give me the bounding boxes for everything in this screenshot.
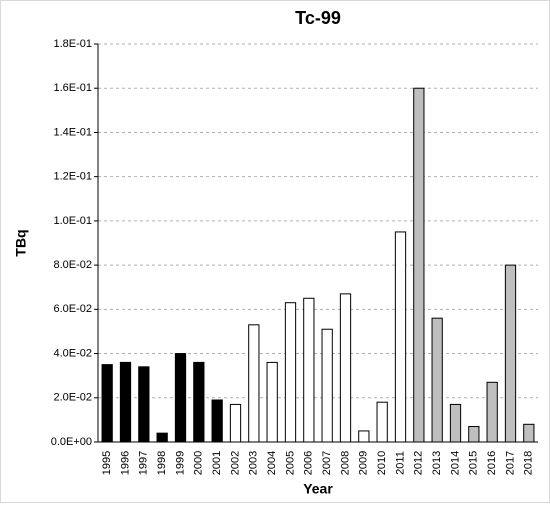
bar bbox=[358, 430, 370, 443]
y-tick-label: 1.2E-01 bbox=[53, 171, 92, 183]
x-tick-label: 2018 bbox=[523, 451, 535, 475]
bar bbox=[101, 364, 113, 443]
x-tick-label: 2017 bbox=[504, 451, 516, 475]
y-tick-label: 4.0E-02 bbox=[53, 347, 92, 359]
y-tick-label: 0.0E+00 bbox=[51, 436, 92, 448]
bar bbox=[449, 403, 462, 443]
x-tick-label: 2006 bbox=[303, 451, 315, 475]
x-tick-label: 2000 bbox=[193, 451, 205, 475]
bar bbox=[211, 399, 223, 443]
bar bbox=[394, 231, 407, 443]
chart-title: Tc-99 bbox=[295, 8, 341, 28]
y-tick-label: 1.8E-01 bbox=[53, 38, 92, 50]
y-tick-label: 6.0E-02 bbox=[53, 303, 92, 315]
x-tick-label: 2014 bbox=[449, 451, 461, 475]
x-tick-label: 2015 bbox=[468, 451, 480, 475]
x-tick-label: 1997 bbox=[138, 451, 150, 475]
bar bbox=[138, 366, 150, 443]
x-tick-label: 2008 bbox=[339, 451, 351, 475]
y-tick-label: 2.0E-02 bbox=[53, 392, 92, 404]
bar bbox=[468, 426, 480, 443]
x-tick-label: 2012 bbox=[413, 451, 425, 475]
x-tick-label: 2007 bbox=[321, 451, 333, 475]
y-tick-label: 1.6E-01 bbox=[53, 82, 92, 94]
x-tick-label: 2002 bbox=[229, 451, 241, 475]
bar bbox=[376, 401, 388, 443]
x-tick-label: 2009 bbox=[358, 451, 370, 475]
bar bbox=[156, 432, 168, 443]
x-tick-label: 1995 bbox=[101, 451, 113, 475]
y-tick-label: 1.0E-01 bbox=[53, 215, 92, 227]
bar bbox=[413, 87, 425, 443]
bar bbox=[119, 361, 132, 443]
x-tick-label: 2003 bbox=[248, 451, 260, 475]
bar bbox=[523, 423, 535, 443]
bar bbox=[321, 328, 333, 443]
x-axis-label: Year bbox=[303, 481, 333, 497]
bar bbox=[284, 302, 297, 443]
x-tick-label: 2011 bbox=[394, 451, 406, 475]
x-tick-label: 2001 bbox=[211, 451, 223, 475]
y-axis-label: TBq bbox=[13, 229, 29, 256]
bar bbox=[486, 381, 498, 443]
bar bbox=[174, 353, 187, 443]
y-tick-label: 1.4E-01 bbox=[53, 126, 92, 138]
x-tick-label: 1999 bbox=[174, 451, 186, 475]
x-tick-label: 1996 bbox=[119, 451, 131, 475]
x-tick-label: 2013 bbox=[431, 451, 443, 475]
bar bbox=[266, 361, 278, 443]
bar bbox=[504, 264, 517, 443]
y-tick-label: 8.0E-02 bbox=[53, 259, 92, 271]
x-tick-label: 2005 bbox=[284, 451, 296, 475]
x-tick-label: 2016 bbox=[486, 451, 498, 475]
bar bbox=[229, 403, 242, 443]
bar bbox=[339, 293, 352, 443]
x-tick-label: 1998 bbox=[156, 451, 168, 475]
bar bbox=[431, 317, 443, 443]
x-tick-label: 2004 bbox=[266, 451, 278, 475]
bar bbox=[248, 324, 260, 443]
bar bbox=[193, 361, 205, 443]
bar bbox=[303, 297, 315, 443]
x-tick-label: 2010 bbox=[376, 451, 388, 475]
